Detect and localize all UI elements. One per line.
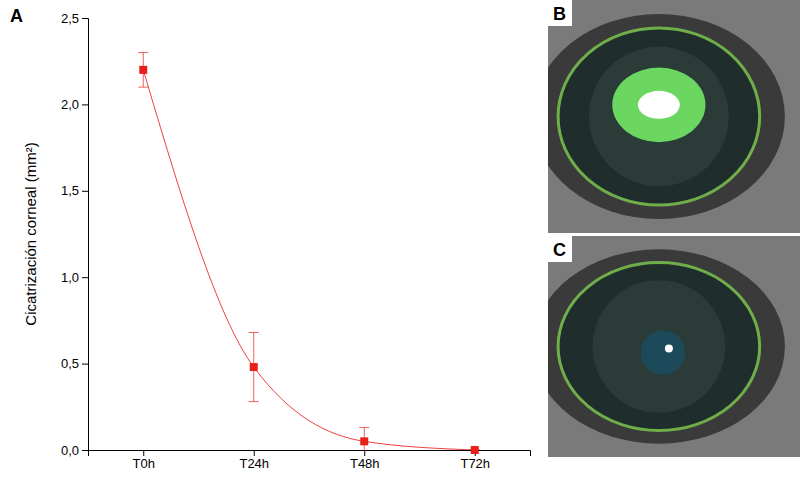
error-cap (138, 87, 148, 88)
photo (548, 236, 800, 457)
tick-label: 0,0 (61, 443, 79, 458)
panel-label: B (553, 4, 566, 24)
pupil (641, 330, 685, 374)
cornea (589, 47, 729, 187)
tick-mark (364, 450, 365, 456)
x-tick: T0h (133, 450, 155, 471)
y-tick: 0,5 (61, 356, 88, 371)
data-line (143, 70, 475, 450)
data-point (139, 66, 147, 74)
y-axis: 0,0 0,5 1,0 1,5 2,0 2,5 (61, 11, 89, 458)
error-cap (249, 332, 259, 333)
markers (139, 66, 479, 454)
eye (558, 28, 760, 205)
tick-label: 0,5 (61, 356, 79, 371)
panel-label: A (10, 6, 23, 26)
y-tick: 0,0 (61, 443, 88, 458)
data-point (471, 446, 479, 454)
y-tick: 2,5 (61, 11, 88, 26)
y-tick: 1,5 (61, 183, 88, 198)
photo (548, 0, 800, 233)
error-bar (359, 428, 369, 450)
data-point (360, 437, 368, 445)
error-cap (138, 52, 148, 53)
tick-mark (254, 450, 255, 456)
plot-area (138, 53, 480, 450)
tick-label: 2,5 (61, 11, 79, 26)
tick-mark (82, 18, 88, 19)
eyelid (548, 249, 785, 443)
error-bars (138, 53, 480, 450)
figure: A 0,0 0,5 1,0 1,5 2,0 2,5 T0h T24h T48h T72h Cicatr… (0, 0, 800, 477)
x-axis: T0h T24h T48h T72h (89, 450, 531, 471)
tick-label: 2,0 (61, 97, 79, 112)
tick-mark (82, 104, 88, 105)
eye (558, 263, 760, 431)
tick-label: T0h (133, 456, 155, 471)
x-tick: T48h (350, 450, 380, 471)
y-axis-title: Cicatrización corneal (mm²) (22, 142, 39, 325)
cornea (593, 280, 726, 413)
error-bar (138, 53, 148, 88)
tick-label: T24h (239, 456, 269, 471)
tick-label: 1,0 (61, 270, 79, 285)
error-cap (359, 427, 369, 428)
panel-label: C (553, 240, 566, 260)
axis-line (82, 19, 89, 451)
tick-mark (143, 450, 144, 456)
tick-label: 1,5 (61, 183, 79, 198)
tick-label: T48h (350, 456, 380, 471)
tick-label: T72h (460, 456, 490, 471)
error-bar (249, 332, 259, 401)
tick-mark (82, 191, 88, 192)
axis-line (89, 451, 531, 457)
label-box (548, 0, 572, 26)
x-tick: T24h (239, 450, 269, 471)
reflection (665, 345, 673, 353)
y-tick: 2,0 (61, 97, 88, 112)
eyelid (548, 14, 785, 219)
tick-mark (82, 277, 88, 278)
data-point (250, 363, 258, 371)
tick-mark (82, 450, 88, 451)
tick-mark (82, 364, 88, 365)
stain (612, 68, 705, 143)
error-cap (249, 401, 259, 402)
label-box (548, 236, 572, 262)
y-tick: 1,0 (61, 270, 88, 285)
reflection (638, 91, 680, 119)
